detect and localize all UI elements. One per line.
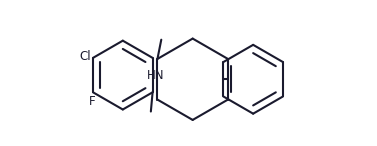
Text: HN: HN <box>147 69 165 82</box>
Text: Cl: Cl <box>79 50 91 63</box>
Text: F: F <box>89 95 95 108</box>
